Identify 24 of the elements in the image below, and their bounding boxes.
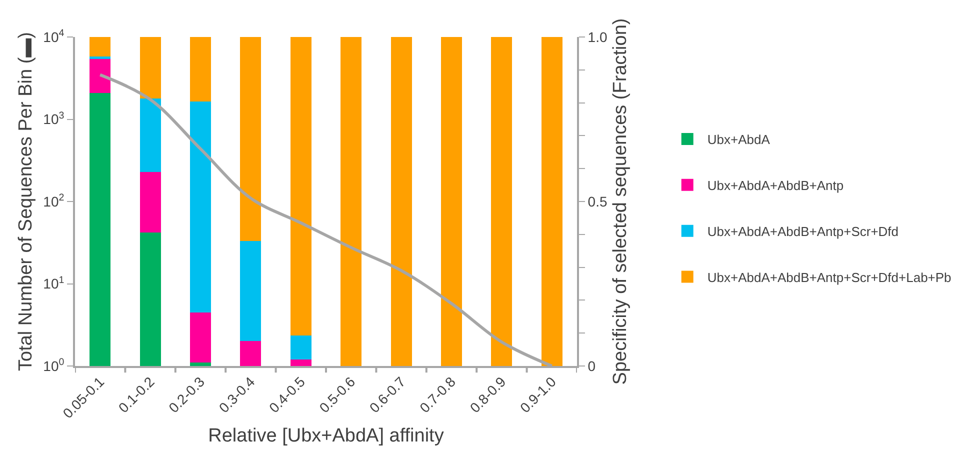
legend-label: Ubx+AbdA+AbdB+Antp+Scr+Dfd xyxy=(707,224,899,239)
bar xyxy=(90,37,111,56)
bar xyxy=(290,37,312,336)
bar xyxy=(140,98,161,172)
y-tick-label: 10$^{4}$ xyxy=(43,28,65,45)
bar xyxy=(90,58,111,93)
y2-axis-title: Specificity of selected sequences (Fraction) xyxy=(610,18,631,385)
bar xyxy=(140,37,161,98)
bar xyxy=(240,37,262,242)
y2-tick-label: 0.5 xyxy=(588,193,608,210)
y-tick-label: 10$^{3}$ xyxy=(43,110,65,128)
bar xyxy=(190,101,212,312)
legend-label: Ubx+AbdA+AbdB+Antp+Scr+Dfd+Lab+Pb xyxy=(707,270,952,285)
y-axis-title: Total Number of Sequences Per Bin (▬) xyxy=(16,32,37,371)
y-tick-label: 10$^{1}$ xyxy=(43,274,64,292)
y2-tick-label: 1.0 xyxy=(588,28,608,45)
legend-label: Ubx+AbdA+AbdB+Antp xyxy=(707,178,844,193)
y-tick-label: 10$^{2}$ xyxy=(43,192,64,210)
x-axis-title: Relative [Ubx+AbdA] affinity xyxy=(208,426,444,446)
y2-tick-label: 0 xyxy=(588,358,596,374)
bar xyxy=(90,56,111,59)
bar xyxy=(190,37,212,102)
y-tick-label: 10$^{0}$ xyxy=(43,357,65,374)
legend-label: Ubx+AbdA xyxy=(707,132,770,148)
